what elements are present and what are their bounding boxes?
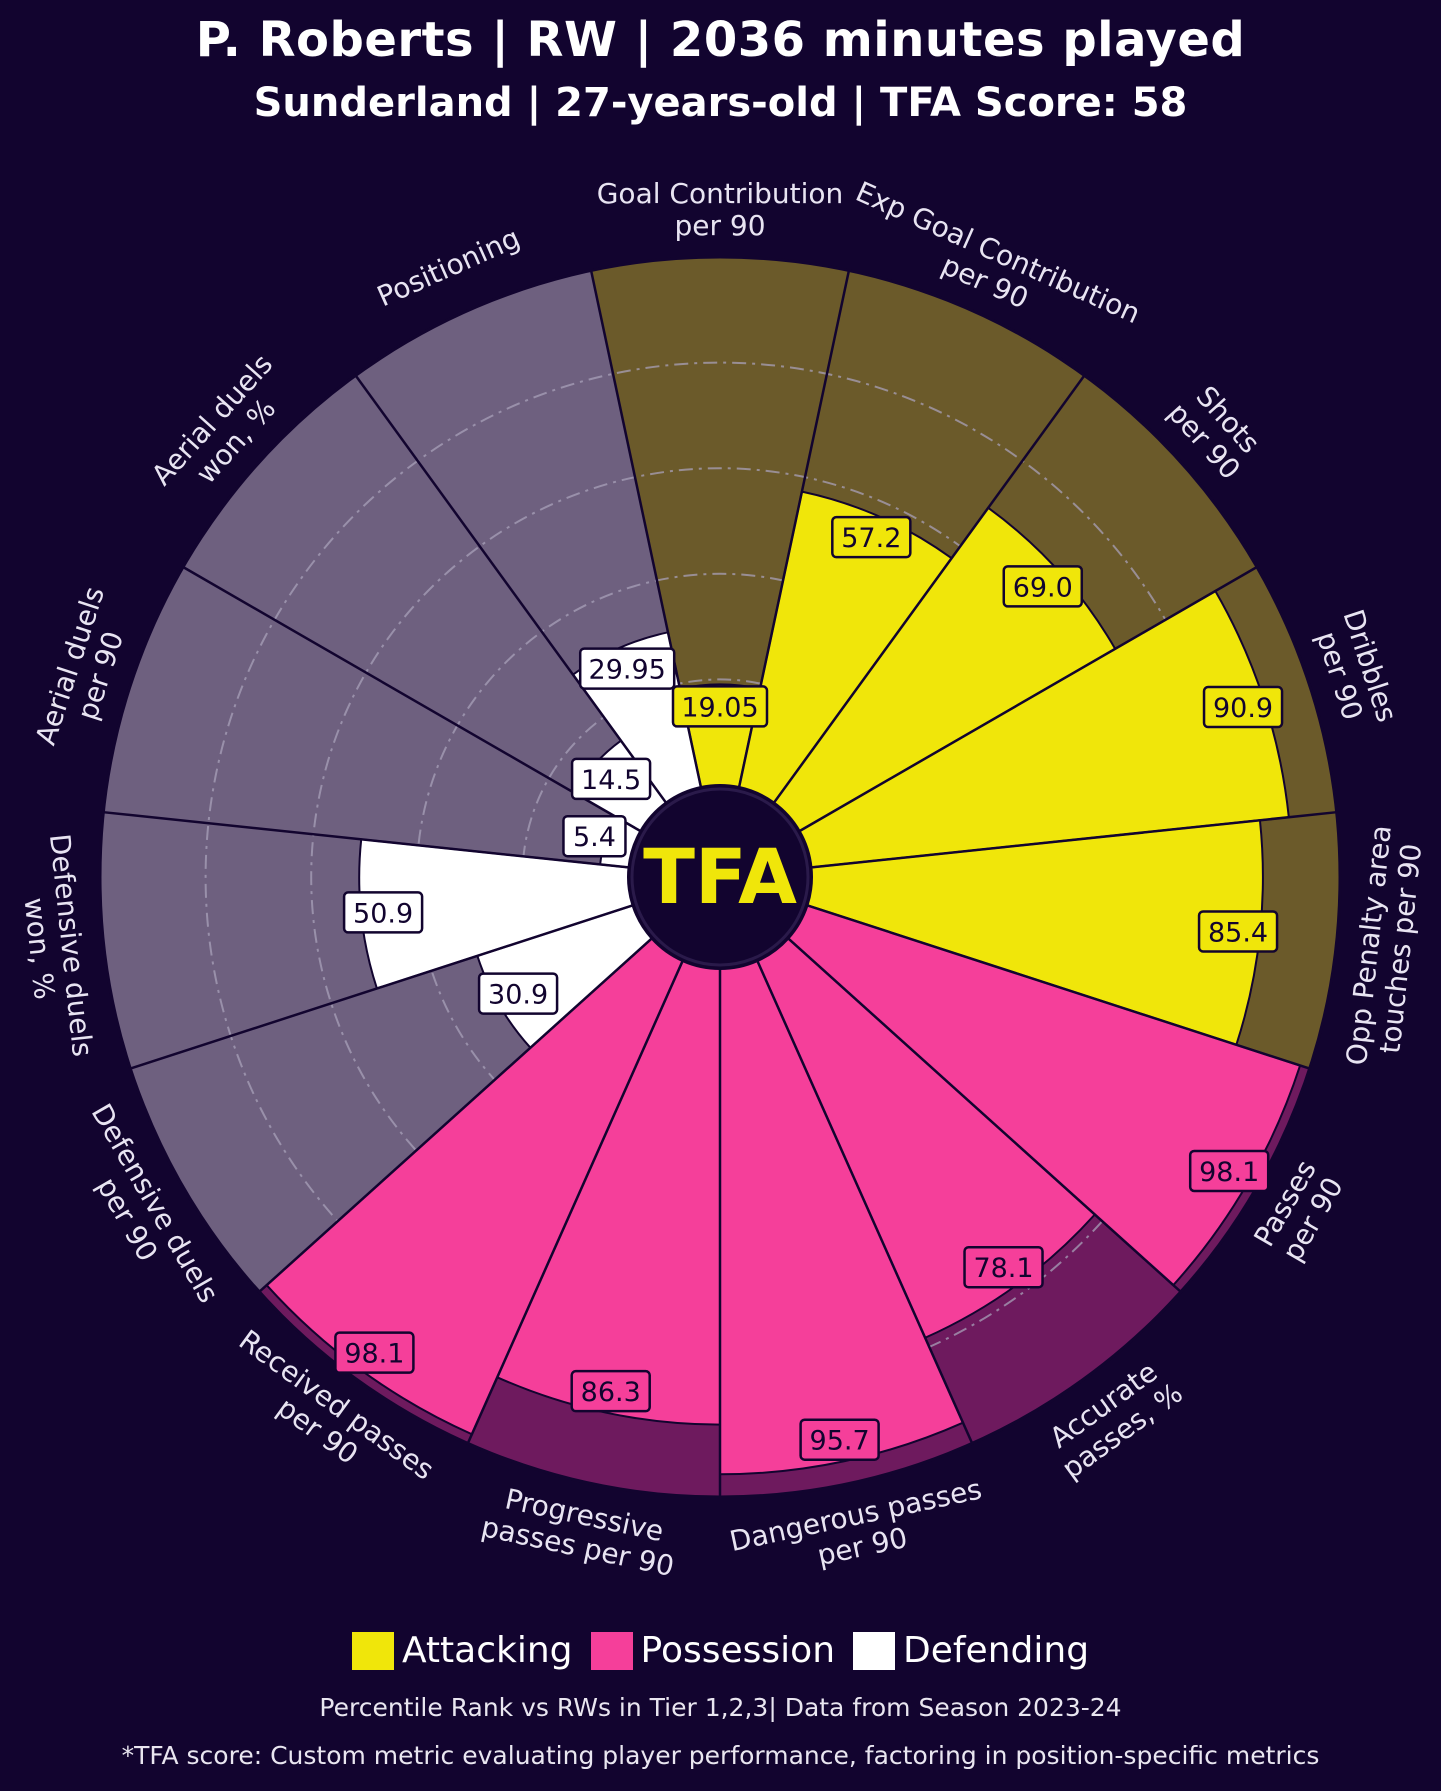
tfa-logo-circle bbox=[630, 787, 810, 967]
value-label: 98.1 bbox=[1199, 1157, 1259, 1188]
legend-label-attacking: Attacking bbox=[401, 1630, 573, 1671]
value-label-box bbox=[799, 1418, 880, 1461]
legend-item-attacking: Attacking bbox=[351, 1630, 573, 1671]
legend-label-possession: Possession bbox=[640, 1630, 836, 1671]
value-label: 14.5 bbox=[581, 765, 641, 796]
value-label: 78.1 bbox=[973, 1253, 1033, 1284]
value-label-box bbox=[671, 685, 769, 728]
background-wedge-aerial-duels-won bbox=[183, 375, 666, 831]
pizza-chart: 19.05 57.2 69.0 90.9 85.4 98.1 78.1 95.7 86.3 98.… bbox=[17, 175, 1428, 1583]
value-label: 29.95 bbox=[589, 655, 666, 686]
legend-swatch-attacking bbox=[351, 1631, 394, 1670]
value-label-box bbox=[334, 1331, 415, 1374]
chart-title: P. Roberts | RW | 2036 minutes played bbox=[195, 12, 1246, 68]
legend-label-defending: Defending bbox=[903, 1630, 1090, 1671]
value-label-box bbox=[477, 972, 559, 1015]
wedge-separator bbox=[773, 374, 1086, 804]
background-wedge-goal-contribution-per-90 bbox=[591, 257, 849, 788]
bar-passes-per-90 bbox=[786, 904, 1302, 1287]
value-label: 50.9 bbox=[353, 898, 413, 929]
wedge-separator bbox=[811, 810, 1337, 869]
bar-dangerous-passes-per-90 bbox=[719, 959, 965, 1476]
chart-subtitle: Sunderland | 27-years-old | TFA Score: 5… bbox=[253, 80, 1188, 126]
value-label-box bbox=[562, 814, 627, 858]
wedge-separator bbox=[354, 374, 667, 804]
value-label-box bbox=[342, 891, 424, 934]
value-label: 57.2 bbox=[841, 523, 901, 554]
category-label-line: Goal Contribution bbox=[597, 177, 844, 210]
value-label-box bbox=[1197, 910, 1279, 953]
wedge-separator bbox=[799, 565, 1258, 833]
wedge-separator bbox=[787, 937, 1182, 1293]
wedge-separator bbox=[129, 904, 633, 1070]
value-label-box bbox=[1202, 685, 1284, 729]
value-label: 98.1 bbox=[344, 1339, 404, 1370]
value-label: 86.3 bbox=[581, 1377, 641, 1408]
bar-progressive-passes-per-90 bbox=[495, 959, 721, 1426]
bar-received-passes-per-90 bbox=[265, 937, 684, 1436]
background-wedge-aerial-duels-per-90 bbox=[103, 567, 641, 868]
wedge-separator bbox=[466, 960, 684, 1444]
data-source-note: Percentile Rank vs RWs in Tier 1,2,3| Da… bbox=[319, 1693, 1122, 1722]
value-label-box bbox=[831, 515, 912, 559]
category-label-line: per 90 bbox=[674, 209, 765, 242]
value-label: 19.05 bbox=[681, 692, 758, 723]
value-label-box bbox=[1188, 1149, 1270, 1193]
wedge-separator bbox=[103, 810, 629, 869]
legend-swatch-defending bbox=[853, 1631, 896, 1670]
wedge-separator bbox=[807, 904, 1311, 1070]
value-label: 69.0 bbox=[1013, 572, 1073, 603]
legend-swatch-possession bbox=[590, 1631, 633, 1670]
value-label-box bbox=[578, 647, 676, 690]
value-label: 90.9 bbox=[1213, 693, 1273, 724]
value-label: 5.4 bbox=[573, 822, 616, 853]
bar-dribbles-per-90 bbox=[798, 589, 1290, 869]
wedge-separator bbox=[182, 565, 641, 833]
value-label-box bbox=[570, 1369, 651, 1413]
value-label-box bbox=[1002, 565, 1084, 608]
legend-item-defending: Defending bbox=[853, 1630, 1089, 1671]
tfa-score-disclaimer: *TFA score: Custom metric evaluating pla… bbox=[121, 1741, 1320, 1770]
outer-border bbox=[98, 255, 1342, 1499]
bar-opp-penalty-area-touches-per-90 bbox=[806, 819, 1264, 1047]
wedge-separator bbox=[756, 960, 974, 1444]
bar-accurate-passes bbox=[756, 937, 1097, 1340]
value-label: 30.9 bbox=[488, 980, 548, 1011]
wedge-separator bbox=[258, 937, 653, 1293]
tfa-logo: TFA bbox=[643, 832, 797, 921]
value-label: 95.7 bbox=[810, 1426, 870, 1457]
bar-defensive-duels-won bbox=[358, 838, 634, 990]
value-label-box bbox=[570, 757, 652, 801]
legend: Attacking Possession Defending bbox=[0, 1630, 1441, 1671]
bar-exp-goal-contribution-per-90 bbox=[737, 490, 953, 804]
value-label: 85.4 bbox=[1208, 917, 1268, 948]
value-label-box bbox=[963, 1245, 1044, 1289]
legend-item-possession: Possession bbox=[590, 1630, 836, 1671]
